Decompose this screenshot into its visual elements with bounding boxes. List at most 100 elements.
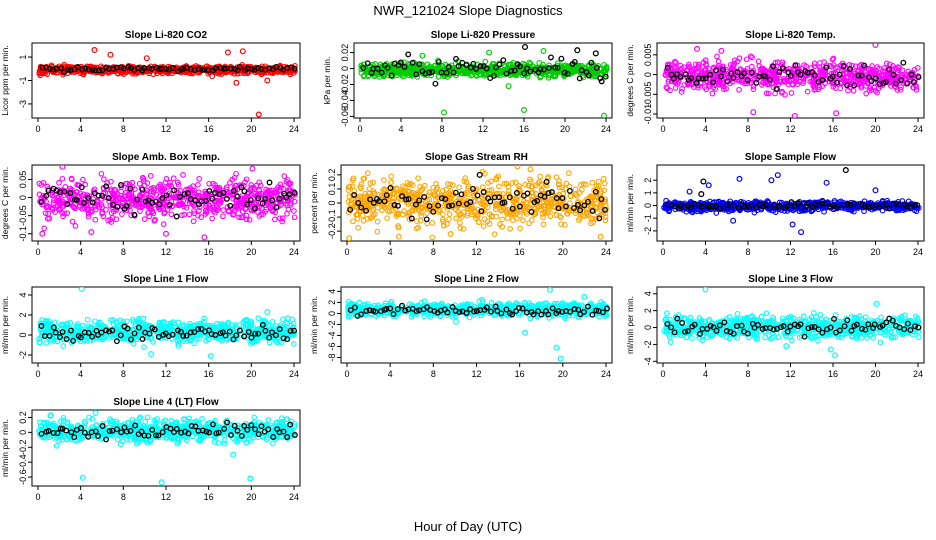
outlier-point [514,165,521,170]
point [519,203,526,210]
point [238,214,245,221]
point [45,210,51,217]
highlight-point [908,71,915,78]
point [206,202,213,209]
panel-title: Slope Gas Stream RH [425,152,528,163]
point [72,223,79,229]
outlier-point [520,106,527,113]
point [146,213,153,220]
highlight-point [38,199,45,205]
x-tick-label: 4 [78,247,83,257]
highlight-point [153,64,160,71]
point [869,63,875,69]
x-tick-label: 16 [204,369,214,379]
highlight-point [217,64,224,71]
point [49,205,55,212]
data-points [36,287,298,360]
outlier-point [346,235,353,241]
point [349,177,356,184]
point [723,75,730,81]
panel-title: Slope Li-820 Pressure [431,30,536,41]
highlight-point [787,72,794,79]
point [504,209,510,215]
outlier-point [88,229,95,236]
point [215,206,221,212]
outlier-point [201,234,208,241]
panel-4: Slope Amb. Box Temp.0 4 8 12 16 20 24-0.1-0.05… [0,152,301,257]
highlight-point [779,65,786,72]
y-tick-label: 0 [340,66,350,71]
y-tick-label: 1 [18,55,28,60]
point [779,88,785,95]
y-tick-label: 0 [18,332,28,337]
highlight-point [912,202,918,209]
point [186,211,193,218]
highlight-point [58,65,64,72]
point [517,225,523,232]
outlier-point [872,187,879,194]
highlight-point [571,58,578,65]
point [546,72,553,78]
point [346,193,353,200]
point [795,66,802,72]
point [463,179,470,186]
highlight-point [384,64,391,71]
point [469,209,475,216]
point [830,55,837,62]
point [163,176,170,182]
highlight-point [81,199,87,206]
highlight-point [184,190,191,197]
point [559,184,565,191]
x-tick-label: 0 [357,124,362,134]
point [160,221,167,227]
highlight-point [255,195,262,202]
highlight-point [388,72,395,79]
point [239,208,246,215]
point [532,205,539,212]
point [593,215,600,222]
point [216,70,222,77]
point [788,90,795,96]
highlight-point [795,200,802,206]
outlier-point [39,230,46,237]
point [175,181,182,188]
x-tick-label: 0 [660,247,665,257]
highlight-point [467,64,474,71]
highlight-point [744,77,751,83]
highlight-point [770,63,777,70]
highlight-point [82,65,89,72]
point [364,170,371,177]
point [164,206,171,213]
point [355,224,361,231]
point [595,178,602,185]
point [285,180,292,187]
point [234,70,241,77]
point [426,196,433,203]
point [140,176,147,182]
highlight-point [727,202,733,209]
point [600,175,607,182]
point [486,187,492,194]
point [202,211,209,217]
x-tick-label: 20 [246,247,256,257]
highlight-point [71,196,78,203]
point [731,57,738,64]
point [210,180,216,187]
highlight-point [598,196,605,203]
highlight-point [836,71,843,78]
outlier-point [597,233,604,240]
point [130,340,137,347]
x-tick-label: 16 [519,124,529,134]
highlight-point [720,66,727,73]
highlight-point [490,72,497,79]
highlight-point [273,204,280,211]
point [256,213,263,219]
point [602,217,609,224]
highlight-point [201,66,208,73]
point [567,66,574,72]
highlight-point [812,72,819,79]
point [405,63,411,70]
highlight-point [397,59,404,66]
point [243,176,250,183]
point [419,61,425,68]
